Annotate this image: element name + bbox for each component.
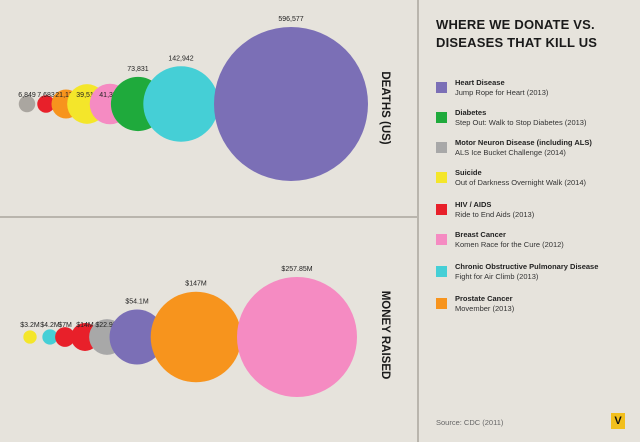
- legend-item-event: Ride to End Aids (2013): [455, 210, 535, 219]
- legend-item-name: Heart Disease: [455, 78, 505, 87]
- legend-title: WHERE WE DONATE VS. DISEASES THAT KILL U…: [436, 16, 626, 52]
- deaths-chart: 6,849 7,683 21,176 39,518 41,374 73,831 142,94…: [18, 16, 368, 181]
- legend-item-name: Prostate Cancer: [455, 294, 513, 303]
- legend-title-line2: DISEASES THAT KILL US: [436, 35, 598, 50]
- bubble-label: $147M: [185, 281, 207, 288]
- legend-item-event: Fight for Air Climb (2013): [455, 272, 539, 281]
- legend-swatch: [436, 298, 447, 309]
- bubble: [214, 27, 368, 181]
- legend-swatch: [436, 234, 447, 245]
- deaths-axis-title: DEATHS (US): [379, 71, 391, 144]
- bubble: [143, 66, 219, 142]
- legend-item-event: Out of Darkness Overnight Walk (2014): [455, 178, 587, 187]
- legend-swatch: [436, 82, 447, 93]
- legend-swatch: [436, 112, 447, 123]
- bubble-label: $7M: [58, 322, 72, 329]
- bubble-charts: 6,849 7,683 21,176 39,518 41,374 73,831 142,94…: [18, 16, 391, 397]
- legend-item-name: Motor Neuron Disease (including ALS): [455, 138, 592, 147]
- horizontal-divider: [0, 216, 418, 218]
- legend-swatch: [436, 204, 447, 215]
- legend-item-name: Suicide: [455, 168, 482, 177]
- bubble: [37, 95, 55, 113]
- money-raised-chart: $3.2M $4.2M$7M $14M $22.9M $54.1M $147M $257.8…: [20, 266, 357, 397]
- bubble-label: $14M: [76, 322, 94, 329]
- legend-item-event: Movember (2013): [455, 304, 515, 313]
- legend-swatch: [436, 142, 447, 153]
- legend-item-event: Jump Rope for Heart (2013): [455, 88, 549, 97]
- legend-item-name: Diabetes: [455, 108, 487, 117]
- legend-swatch: [436, 266, 447, 277]
- bubble: [150, 291, 242, 383]
- bubble-label: $22.9M: [95, 322, 119, 329]
- bubble: [18, 95, 36, 113]
- legend-item-event: Komen Race for the Cure (2012): [455, 240, 564, 249]
- vox-logo: V: [611, 413, 625, 429]
- bubble-label: $3.2M: [20, 322, 40, 329]
- bubble-label: $54.1M: [125, 299, 149, 306]
- bubble-label: 41,374: [99, 92, 121, 99]
- bubble-label: 142,942: [168, 55, 193, 62]
- legend-item-name: Breast Cancer: [455, 230, 506, 239]
- bubble: [237, 277, 357, 397]
- money-raised-axis-title: MONEY RAISED: [379, 291, 391, 380]
- legend-title-line1: WHERE WE DONATE VS.: [436, 17, 595, 32]
- bubble-label: $257.85M: [281, 266, 312, 273]
- source-note: Source: CDC (2011): [436, 418, 504, 427]
- bubble-label: $4.2M: [40, 322, 60, 329]
- legend-item-event: Step Out: Walk to Stop Diabetes (2013): [455, 118, 587, 127]
- bubble-label: 39,518: [76, 92, 98, 99]
- bubble: [23, 330, 37, 344]
- bubble: [109, 309, 165, 365]
- bubble-label: 21,176: [55, 92, 77, 99]
- vertical-divider: [417, 0, 419, 442]
- bubble: [55, 327, 75, 347]
- bubble-label: 73,831: [127, 66, 149, 73]
- legend-item-name: HIV / AIDS: [455, 200, 492, 209]
- bubble-label: 7,683: [37, 92, 55, 99]
- legend-item-name: Chronic Obstructive Pulmonary Disease: [455, 262, 599, 271]
- legend-item-event: ALS Ice Bucket Challenge (2014): [455, 148, 566, 157]
- bubble: [42, 329, 58, 345]
- bubble-label: 6,849: [18, 92, 36, 99]
- legend-swatch: [436, 172, 447, 183]
- bubble-label: 596,577: [278, 16, 303, 23]
